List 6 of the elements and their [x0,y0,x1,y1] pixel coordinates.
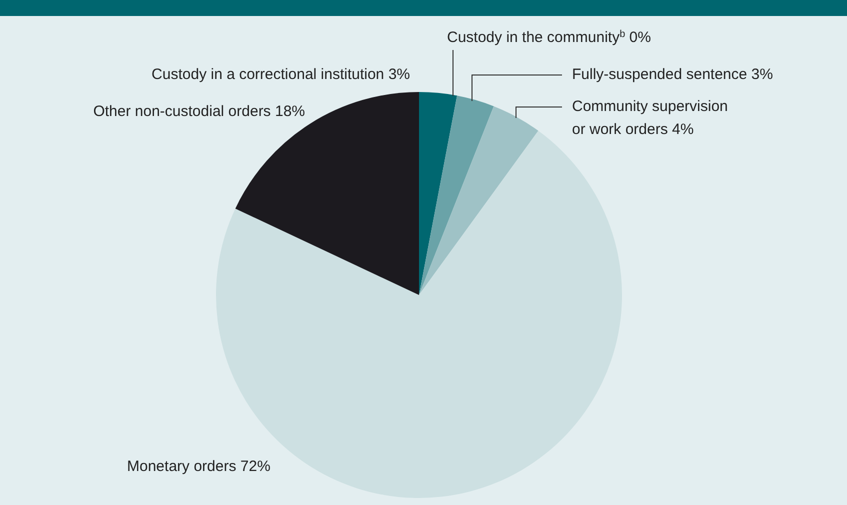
slice-label: Community supervision or work orders 4% [572,98,728,138]
slice-label: Monetary orders 72% [127,458,270,476]
slice-label: Other non-custodial orders 18% [93,103,305,120]
text: 0% [629,29,651,46]
slice-label: Custody in a correctional institution 3% [152,66,410,84]
slice-label: Fully-suspended sentence 3% [572,66,773,84]
